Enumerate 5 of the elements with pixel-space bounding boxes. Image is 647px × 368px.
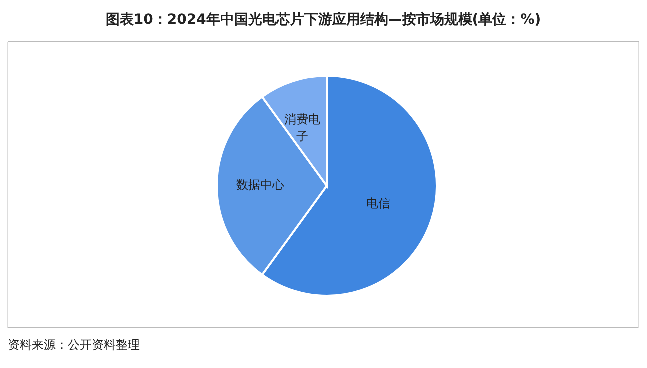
- text: 资料来源：公开资料整理: [8, 338, 140, 352]
- slice-label: 消费电子: [284, 112, 320, 144]
- chart-title: 图表10：2024年中国光电芯片下游应用结构—按市场规模(单位：%): [106, 11, 542, 28]
- slice-label: 数据中心: [236, 178, 284, 192]
- slice-label: 电信: [366, 196, 391, 211]
